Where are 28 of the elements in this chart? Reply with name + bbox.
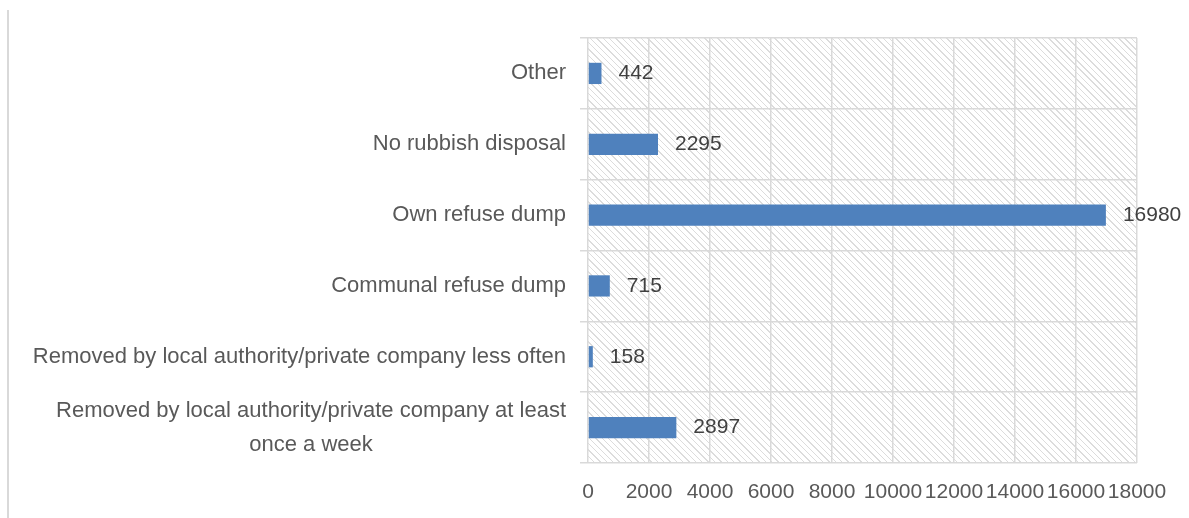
data-label: 442 <box>618 60 654 84</box>
y-tick-label: Removed by local authority/private company less often <box>32 342 566 368</box>
x-tick-label: 6000 <box>747 479 795 503</box>
y-tick-label: No rubbish disposal <box>372 130 567 156</box>
bar <box>588 346 593 368</box>
data-label: 715 <box>626 272 662 296</box>
bar <box>588 416 677 439</box>
x-tick-label: 10000 <box>863 479 923 503</box>
bar <box>588 204 1106 226</box>
y-tick-label: Removed by local authority/private company at least once a week <box>56 396 566 456</box>
x-tick-label: 0 <box>582 479 594 503</box>
bar <box>588 133 658 155</box>
y-tick-label: Other <box>510 59 566 85</box>
x-tick-label: 18000 <box>1107 479 1167 503</box>
data-label: 2897 <box>693 414 741 438</box>
y-tick-label: Own refuse dump <box>392 201 566 227</box>
x-tick-label: 2000 <box>625 479 673 503</box>
x-tick-label: 16000 <box>1046 479 1106 503</box>
data-label: 16980 <box>1122 201 1182 225</box>
x-tick-label: 8000 <box>808 479 856 503</box>
bar <box>588 62 602 85</box>
data-label: 2295 <box>675 131 722 155</box>
data-label: 158 <box>609 343 645 367</box>
x-tick-label: 14000 <box>985 479 1045 503</box>
y-tick-label: Communal refuse dump <box>331 271 567 297</box>
x-tick-label: 12000 <box>924 479 984 503</box>
x-tick-label: 4000 <box>686 479 734 503</box>
bar <box>588 275 610 297</box>
